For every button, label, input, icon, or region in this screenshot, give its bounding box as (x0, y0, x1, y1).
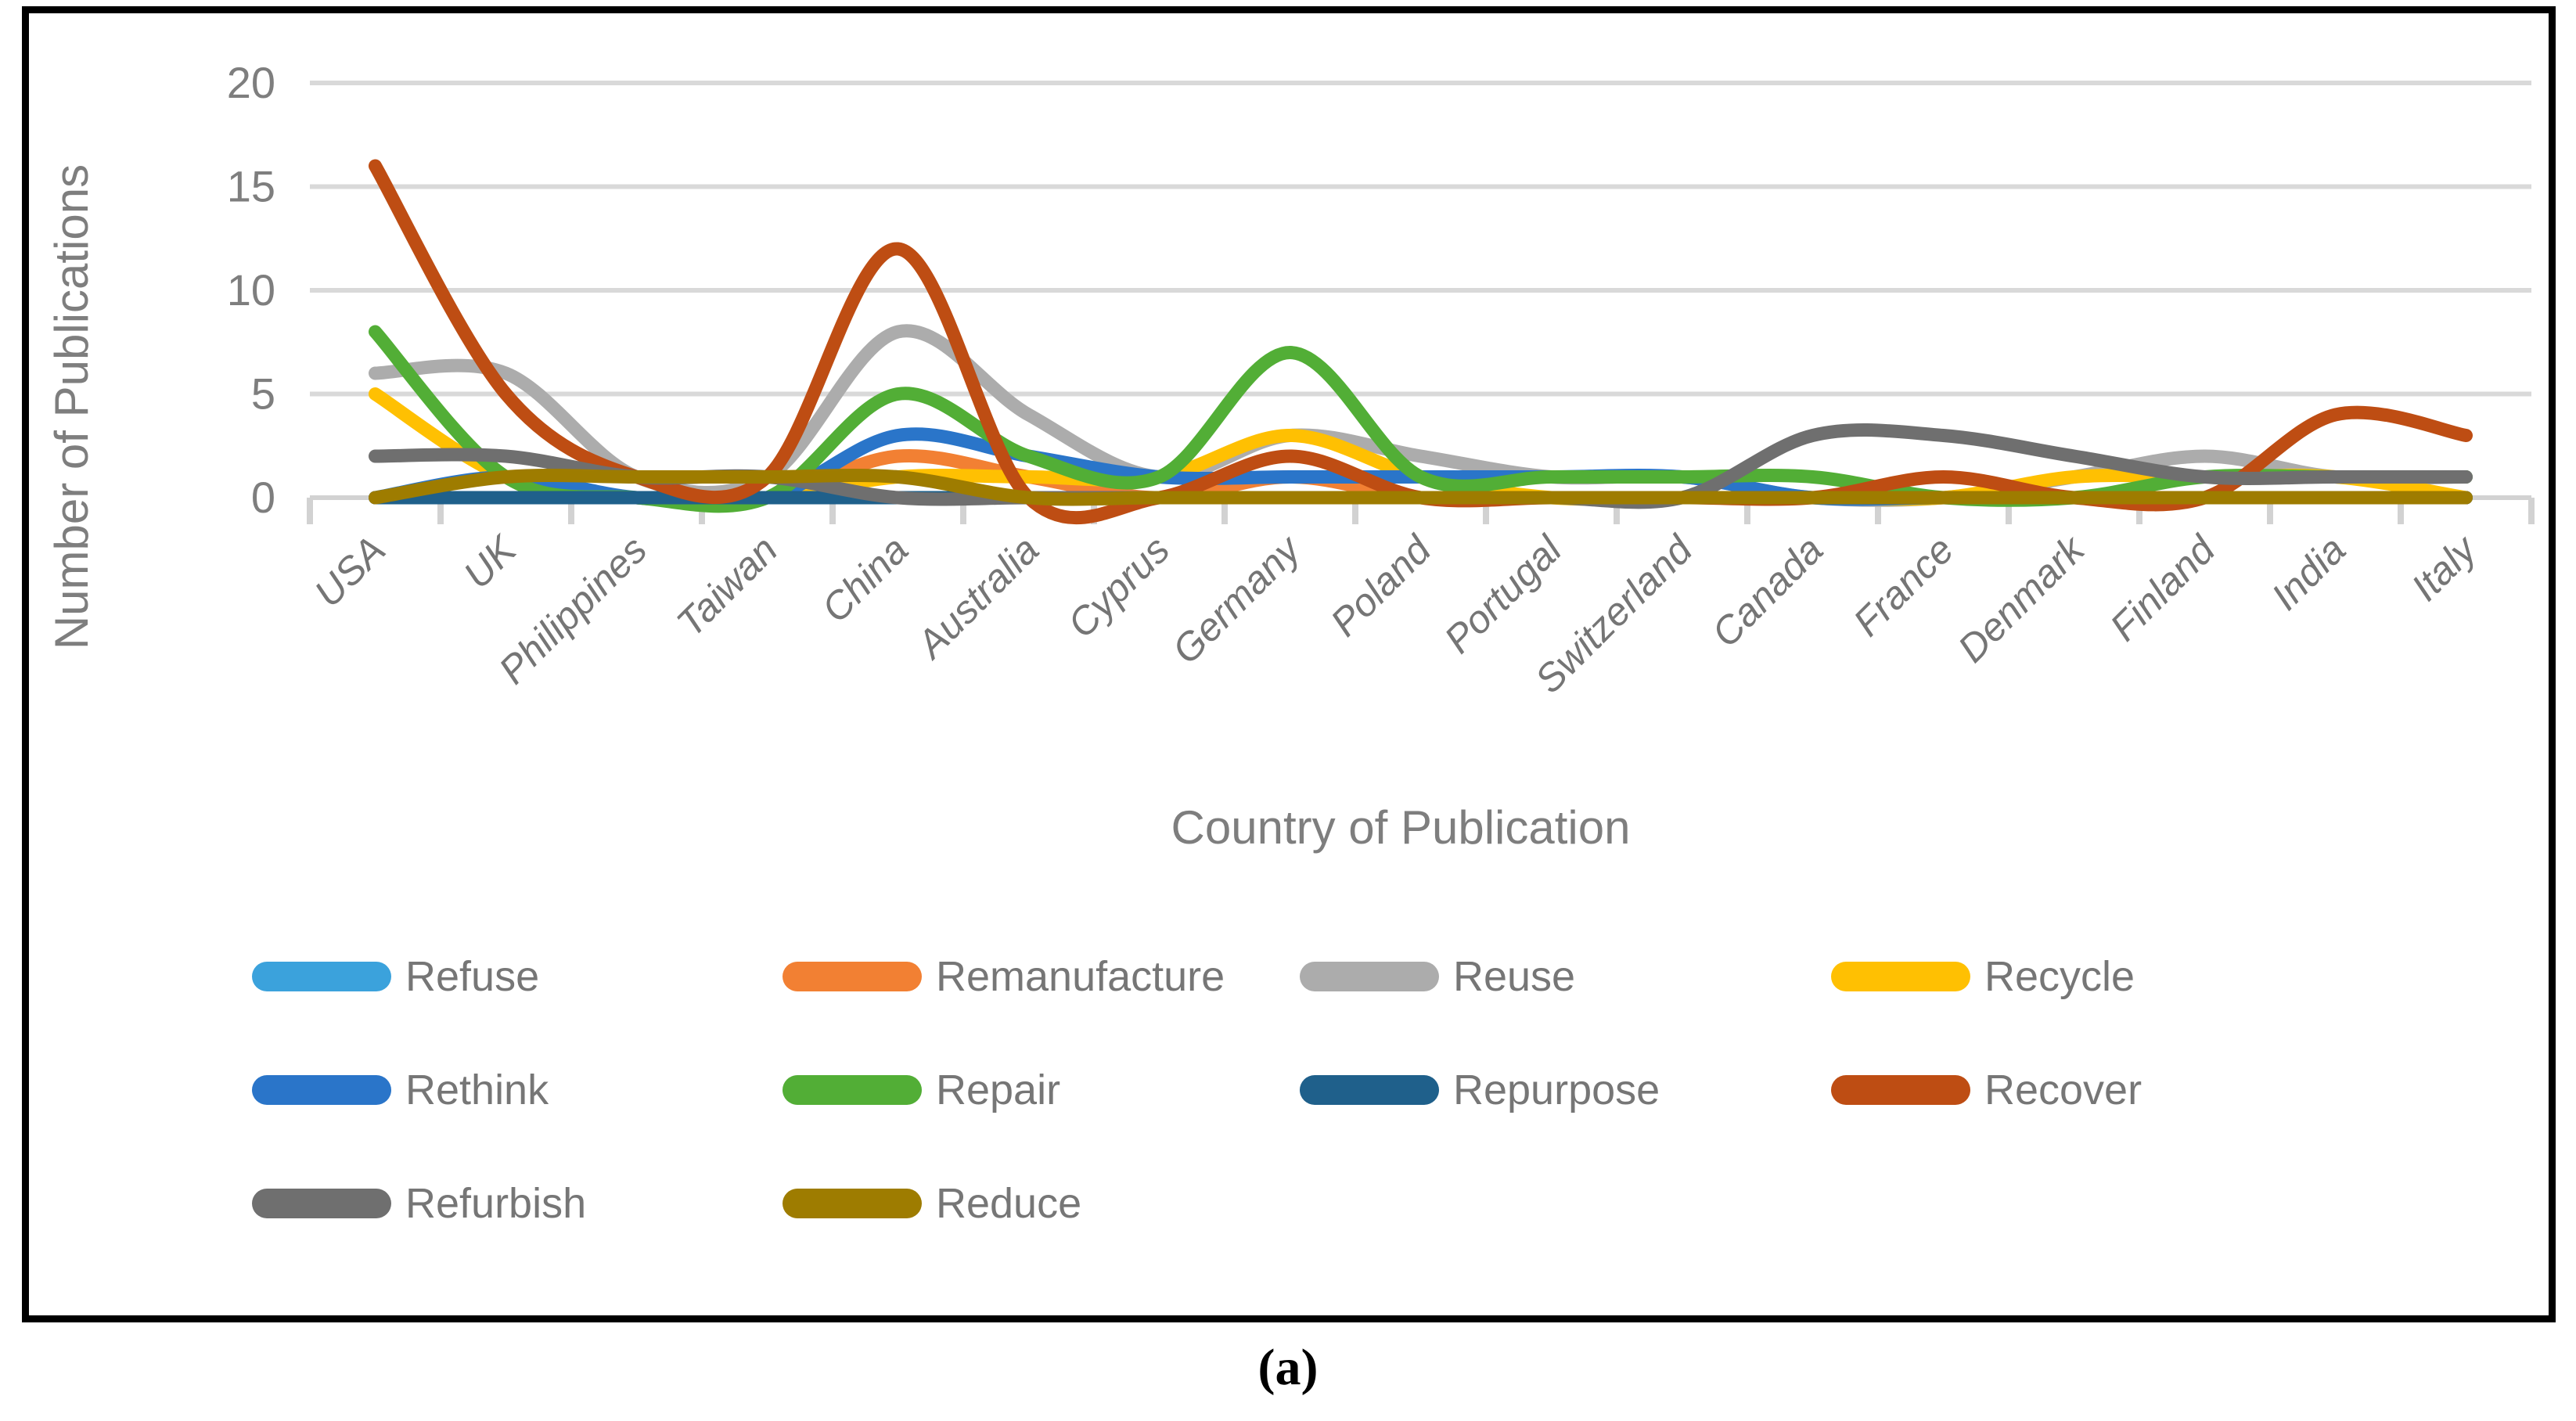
figure-border (22, 6, 2556, 1322)
x-tick-label-finland: Finland (2102, 527, 2225, 649)
y-tick-labels: 0 5 10 15 20 (227, 58, 275, 522)
x-tick-label-australia: Australia (907, 527, 1047, 667)
x-tick-label-china: China (813, 527, 916, 631)
y-tick-label-10: 10 (227, 265, 275, 315)
y-axis-title: Number of Publications (45, 164, 98, 649)
y-tick-label-5: 5 (251, 369, 275, 419)
x-tick-label-poland: Poland (1322, 527, 1441, 645)
figure-caption: (a) (0, 1338, 2576, 1398)
x-tick-label-germany: Germany (1164, 526, 1310, 672)
x-tick-label-italy: Italy (2403, 526, 2487, 610)
gridlines (310, 81, 2531, 397)
x-tick-label-france: France (1845, 527, 1963, 645)
series-lines (369, 159, 2473, 525)
x-tick-label-canada: Canada (1704, 527, 1831, 655)
y-tick-label-20: 20 (227, 58, 275, 107)
x-tick-label-taiwan: Taiwan (668, 527, 786, 645)
x-tick-label-india: India (2263, 527, 2354, 618)
x-tick-label-denmark: Denmark (1949, 526, 2094, 671)
x-tick-label-usa: USA (306, 527, 394, 615)
y-tick-label-0: 0 (251, 473, 275, 522)
x-tick-label-portugal: Portugal (1436, 527, 1571, 662)
x-tick-label-uk: UK (455, 526, 527, 597)
x-tick-label-cyprus: Cyprus (1060, 527, 1178, 646)
figure-caption-text: (a) (1257, 1339, 1319, 1396)
series-line-reduce (369, 469, 2473, 506)
y-tick-label-15: 15 (227, 162, 275, 211)
x-axis-title: Country of Publication (1171, 801, 1631, 854)
